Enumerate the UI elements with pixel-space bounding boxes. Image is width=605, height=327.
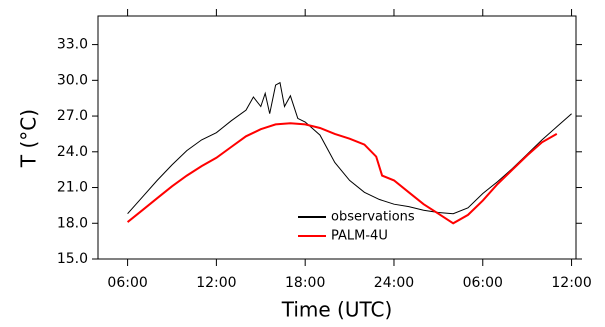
- x-axis-label: Time (UTC): [281, 298, 393, 322]
- y-tick-label: 18.0: [57, 215, 88, 231]
- data-line: [126, 122, 558, 225]
- x-tick-label: 06:00: [107, 275, 147, 291]
- x-tick-label: 18:00: [285, 275, 325, 291]
- x-tick-label: 24:00: [374, 275, 414, 291]
- y-tick-label: 33.0: [57, 37, 88, 53]
- y-tick-label: 30.0: [57, 72, 88, 88]
- data-line: [127, 81, 572, 215]
- y-axis-label: T (°C): [17, 109, 41, 168]
- y-tick-label: 27.0: [57, 108, 88, 124]
- y-tick-label: 15.0: [57, 251, 88, 267]
- y-tick-label: 21.0: [57, 180, 88, 196]
- x-tick-label: 06:00: [463, 275, 503, 291]
- plot-frame: [97, 15, 577, 260]
- legend-label: PALM-4U: [331, 229, 388, 244]
- y-tick-label: 24.0: [57, 144, 88, 160]
- x-tick-label: 12:00: [551, 275, 591, 291]
- legend-label: observations: [331, 210, 415, 225]
- x-tick-label: 12:00: [196, 275, 236, 291]
